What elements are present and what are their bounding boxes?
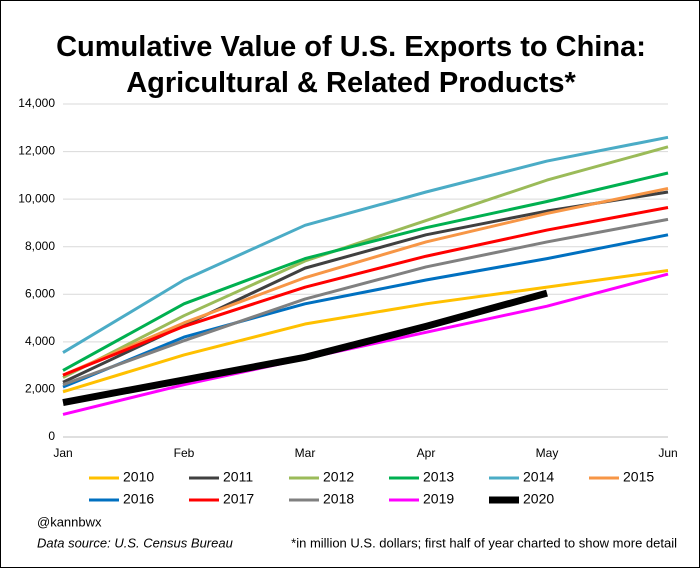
y-tick-label: 0 [48, 429, 55, 443]
y-tick-label: 2,000 [25, 382, 55, 396]
x-tick-label: Feb [174, 446, 195, 460]
series-line [62, 269, 669, 394]
x-tick-label: Apr [417, 446, 436, 460]
y-tick-label: 14,000 [18, 96, 55, 110]
x-tick-label: Mar [295, 446, 316, 460]
legend-label: 2019 [423, 491, 454, 507]
series-line [62, 205, 669, 377]
legend-label: 2013 [423, 469, 454, 485]
series-line [62, 145, 669, 379]
y-tick-label: 6,000 [25, 286, 55, 300]
x-tick-label: May [536, 446, 559, 460]
x-tick-label: Jan [53, 446, 72, 460]
chart-title: Cumulative Value of U.S. Exports to Chin… [56, 31, 646, 99]
legend-label: 2014 [523, 469, 554, 485]
y-tick-label: 10,000 [18, 191, 55, 205]
footnote: *in million U.S. dollars; first half of … [291, 535, 677, 550]
series-line [62, 233, 669, 389]
legend-label: 2015 [623, 469, 654, 485]
series-line [62, 289, 548, 406]
series-line [62, 171, 669, 372]
x-tick-label: Jun [658, 446, 677, 460]
series-line [62, 190, 669, 384]
y-tick-label: 4,000 [25, 334, 55, 348]
legend-label: 2017 [223, 491, 254, 507]
legend-label: 2010 [123, 469, 154, 485]
legend-label: 2020 [523, 491, 554, 507]
series-line [62, 135, 669, 354]
series-line [62, 186, 669, 377]
y-tick-label: 12,000 [18, 144, 55, 158]
legend-label: 2011 [223, 469, 253, 485]
credit: @kannbwx [37, 514, 102, 529]
series-line [62, 217, 669, 387]
legend-label: 2018 [323, 491, 354, 507]
legend-label: 2012 [323, 469, 354, 485]
data-source: Data source: U.S. Census Bureau [37, 535, 233, 550]
legend-label: 2016 [123, 491, 154, 507]
y-tick-label: 8,000 [25, 239, 55, 253]
